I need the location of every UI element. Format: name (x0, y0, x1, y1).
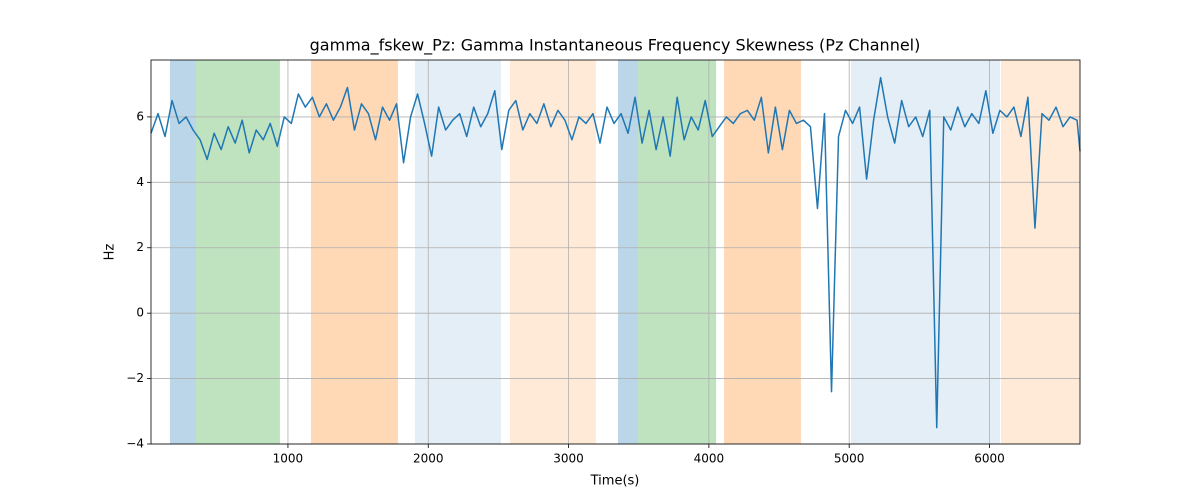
shaded-span (617, 60, 639, 444)
shaded-span (310, 60, 398, 444)
shaded-span (509, 60, 596, 444)
y-tick-label: 6 (136, 109, 144, 123)
data-line (150, 76, 1081, 429)
x-tick-label: 2000 (413, 452, 444, 466)
x-tick-label: 4000 (694, 452, 725, 466)
y-tick-label: 4 (136, 175, 144, 189)
chart-title: gamma_fskew_Pz: Gamma Instantaneous Freq… (310, 36, 921, 56)
y-tick-label: 0 (136, 306, 144, 320)
shaded-span (1001, 60, 1080, 444)
shaded-span (724, 60, 801, 444)
y-axis-label: Hz (103, 244, 118, 261)
shaded-span (414, 60, 501, 444)
y-tick-label: −4 (126, 437, 144, 451)
x-tick-label: 1000 (273, 452, 304, 466)
x-tick-label: 5000 (834, 452, 865, 466)
x-tick-label: 3000 (553, 452, 584, 466)
plot-frame (150, 59, 1081, 445)
x-axis-label: Time(s) (590, 474, 640, 489)
shaded-span (195, 60, 280, 444)
y-tick-label: 2 (136, 240, 144, 254)
x-tick-label: 6000 (974, 452, 1005, 466)
y-tick-label: −2 (126, 371, 144, 385)
shaded-span (169, 60, 196, 444)
